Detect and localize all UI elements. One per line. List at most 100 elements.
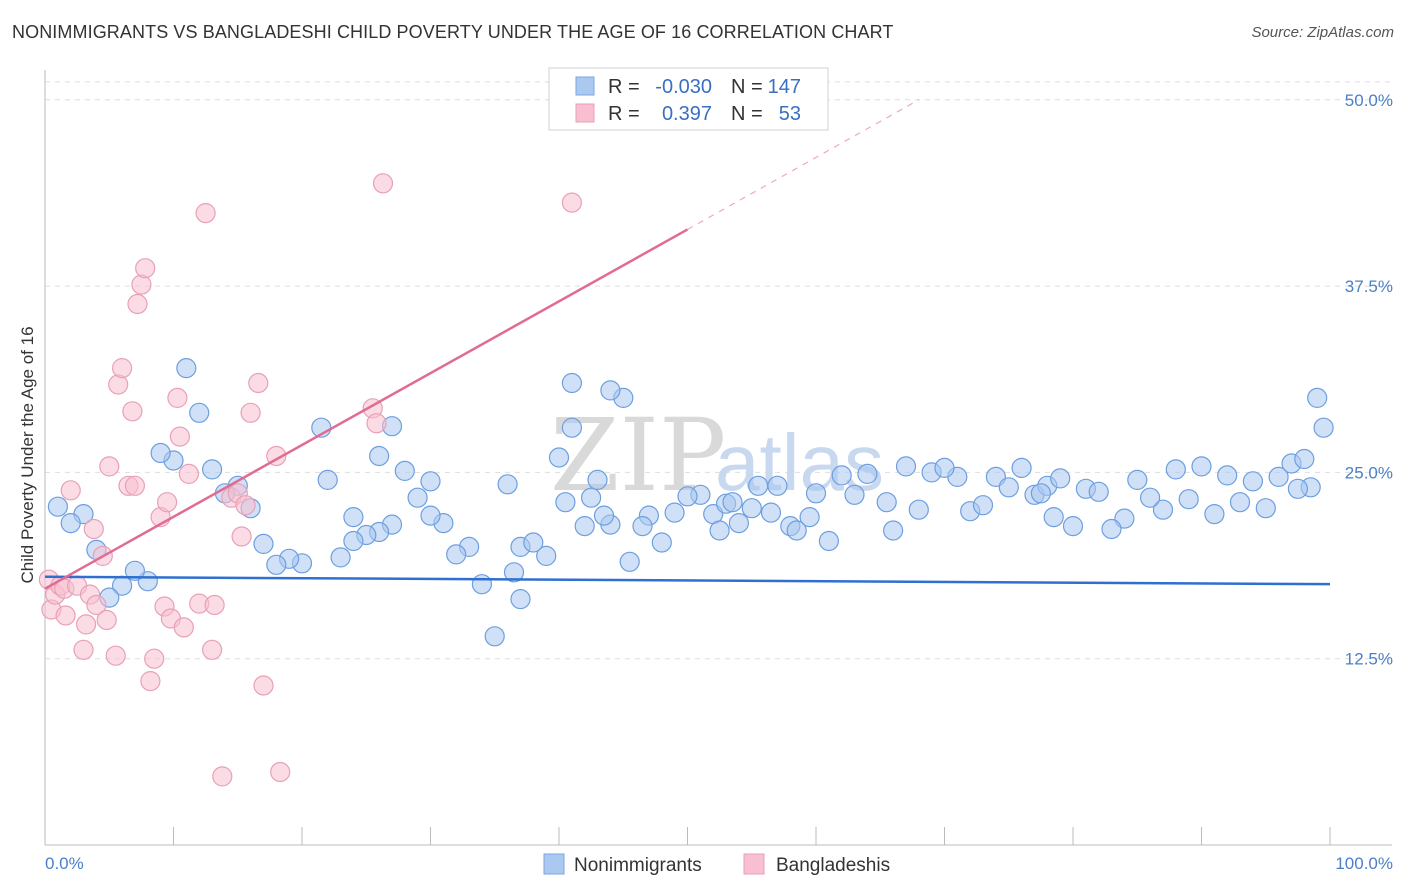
nonimmigrants-point [202,459,223,480]
bangladeshis-point [202,639,223,660]
nonimmigrants-point [1139,487,1161,508]
nonimmigrants-point [664,502,685,523]
legend-n-value-2: 53 [779,103,801,125]
nonimmigrants-point [1127,469,1148,490]
nonimmigrants-point [1294,448,1315,470]
nonimmigrants-point [343,530,364,552]
nonimmigrants-point [1204,503,1225,525]
nonimmigrants-point [1030,483,1052,504]
y-tick-label: 37.5% [1345,277,1393,296]
nonimmigrants-point [1242,471,1264,492]
nonimmigrants-point [767,475,788,496]
bangladeshis-point [167,387,188,408]
bangladeshis-point [204,594,225,616]
nonimmigrants-point [150,442,171,464]
nonimmigrants-point [1062,515,1084,537]
source-label: Source: ZipAtlas.com [1251,24,1394,41]
bangladeshis-point [60,480,81,501]
nonimmigrants-point [651,532,672,553]
bangladeshis-trend-line [44,228,689,590]
nonimmigrants-point [600,380,621,401]
bangladeshis-point [235,495,256,516]
bangladeshis-point [140,670,161,692]
x-tick-label-max: 100.0% [1335,854,1393,873]
nonimmigrants-point [266,554,287,575]
series-nonimmigrants-points [47,358,1334,647]
nonimmigrants-point [446,544,467,565]
nonimmigrants-point [343,506,364,528]
chart-title: NONIMMIGRANTS VS BANGLADESHI CHILD POVER… [12,22,894,42]
x-axis-ticks [44,827,1331,845]
nonimmigrants-point [1165,459,1186,480]
y-tick-labels: 12.5% 25.0% 37.5% 50.0% [1345,91,1393,669]
nonimmigrants-point [934,457,955,478]
gridlines [45,81,1392,660]
nonimmigrants-point [497,474,518,495]
nonimmigrants-point [1088,481,1109,502]
nonimmigrants-point [548,447,570,468]
bangladeshis-point [144,648,165,669]
legend-r-value-2: 0.397 [662,103,712,125]
nonimmigrants-point [561,417,583,438]
nonimmigrants-point [471,574,492,595]
legend-swatch-blue [575,76,595,96]
nonimmigrants-point [799,506,820,528]
y-axis-label: Child Poverty Under the Age of 16 [18,326,37,583]
nonimmigrants-point [330,547,351,568]
bangladeshis-point [366,413,387,434]
legend-bangladeshis-swatch [743,853,765,875]
nonimmigrants-point [857,463,878,484]
bangladeshis-point [105,645,126,666]
nonimmigrants-point [47,496,69,517]
bangladeshis-point [99,456,120,477]
bangladeshis-point [124,475,145,496]
nonimmigrants-point [709,520,730,541]
nonimmigrants-point [176,358,197,379]
nonimmigrants-point [805,483,827,504]
nonimmigrants-point [1101,518,1122,540]
legend-nonimmigrants-swatch [543,853,565,875]
y-tick-label: 25.0% [1345,463,1393,482]
nonimmigrants-point [253,533,274,555]
legend-n-label-2: N = [731,103,763,125]
nonimmigrants-point [1191,456,1212,477]
bangladeshis-point [157,492,178,513]
bangladeshis-point [248,372,269,394]
nonimmigrants-point [536,545,557,567]
nonimmigrants-point [510,588,531,610]
y-tick-label: 50.0% [1345,91,1393,110]
nonimmigrants-point [503,562,525,583]
nonimmigrants-point [561,372,583,394]
nonimmigrants-point [844,484,865,505]
trend-lines [44,99,1331,590]
nonimmigrants-point [722,492,743,513]
legend-swatch-pink [575,103,595,123]
bangladeshis-point [131,274,152,295]
nonimmigrants-point [1287,478,1309,499]
nonimmigrants-point [1050,468,1071,489]
bangladeshis-point [75,614,97,635]
bangladeshis-point [270,761,291,783]
nonimmigrants-point [1217,465,1238,486]
nonimmigrants-point [124,560,145,581]
nonimmigrants-point [882,520,904,541]
nonimmigrants-point [420,471,441,492]
nonimmigrants-point [394,460,415,481]
bangladeshis-point [195,203,216,224]
nonimmigrants-point [831,465,852,486]
nonimmigrants-point [728,512,750,534]
nonimmigrants-point [593,505,615,526]
nonimmigrants-point [1229,492,1251,513]
nonimmigrants-point [369,445,390,467]
stats-legend-box [548,67,829,131]
bangladeshis-point [231,526,252,547]
legend-r-label-1: R = [608,76,640,98]
nonimmigrants-point [1313,417,1334,438]
bangladeshis-point [240,402,261,423]
bangladeshis-point [86,594,107,616]
nonimmigrants-point [632,515,653,537]
nonimmigrants-point [818,530,840,552]
y-tick-label: 12.5% [1345,650,1393,669]
nonimmigrants-point [555,492,576,513]
nonimmigrants-point [587,469,608,490]
